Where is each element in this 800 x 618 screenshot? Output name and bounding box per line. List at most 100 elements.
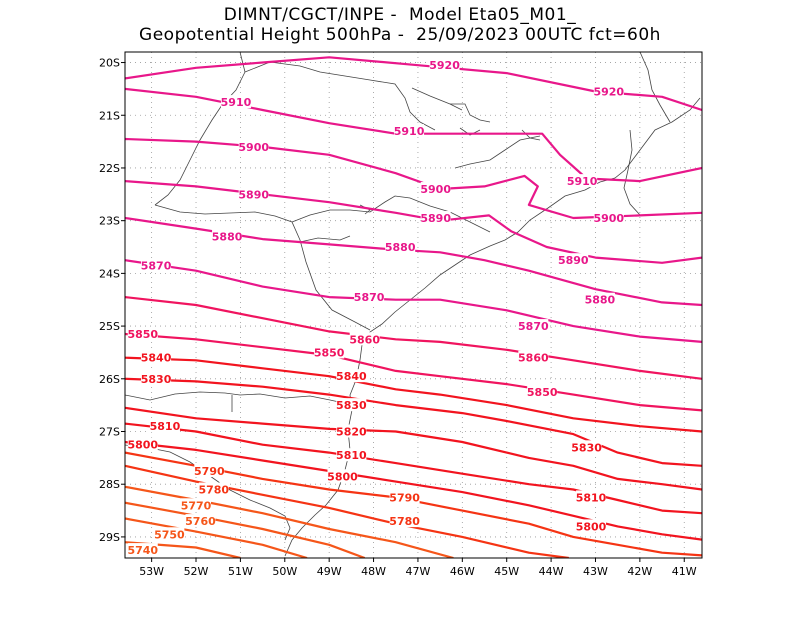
contour-label-text: 5740 [127, 544, 158, 557]
contour-line-5830 [125, 377, 702, 467]
contour-label-text: 5890 [238, 188, 269, 201]
contour-label-backdrop [154, 527, 185, 541]
contour-label-text: 5800 [327, 470, 358, 483]
contour-label-backdrop [336, 369, 367, 383]
lat-tick-label: 27S [99, 426, 120, 439]
contour-line-5840 [125, 356, 702, 433]
contour-label-text: 5890 [420, 212, 451, 225]
contour-label-backdrop [429, 58, 460, 72]
contour-label-backdrop [584, 292, 615, 306]
contour-label-text: 5850 [127, 328, 158, 341]
contour-label-5850: 5850 [527, 384, 558, 399]
contour-label-5900: 5900 [420, 182, 451, 196]
contour-label-text: 5910 [221, 96, 252, 109]
lon-tick-label: 49W [317, 565, 342, 578]
contour-label-backdrop [198, 482, 229, 496]
contour-label-text: 5900 [420, 183, 451, 196]
contour-label-backdrop [420, 182, 451, 196]
contour-label-5790: 5790 [194, 464, 225, 478]
coastline-and-borders [125, 52, 701, 557]
contour-label-text: 5870 [141, 259, 172, 272]
contour-label-text: 5830 [141, 373, 172, 386]
contour-line-5750 [125, 517, 308, 558]
lon-tick-label: 44W [539, 565, 564, 578]
lat-tick-label: 20S [99, 57, 120, 70]
contour-label-backdrop [593, 84, 624, 98]
lon-tick-label: 41W [672, 565, 697, 578]
contour-label-text: 5780 [389, 515, 420, 528]
contour-label-5880: 5880 [584, 292, 616, 307]
contour-label-text: 5820 [336, 426, 367, 439]
contour-label-text: 5810 [150, 420, 181, 433]
lat-tick-label: 22S [99, 162, 120, 175]
contour-label-backdrop [220, 95, 251, 109]
contour-label-text: 5830 [336, 399, 367, 412]
contour-label-backdrop [181, 498, 212, 512]
map-title-line-2: Geopotential Height 500hPa - 25/09/2023 … [139, 25, 661, 45]
contour-line-5860 [125, 296, 702, 380]
contour-label-backdrop [336, 424, 367, 438]
contour-label-5770: 5770 [181, 498, 212, 512]
contour-label-5830: 5830 [571, 440, 602, 454]
contour-label-5830: 5830 [336, 398, 367, 412]
contour-label-backdrop [238, 187, 269, 201]
contour-label-text: 5870 [518, 320, 549, 333]
contour-label-5760: 5760 [185, 514, 216, 528]
lat-tick-label: 26S [99, 373, 120, 386]
contour-label-5880: 5880 [385, 240, 416, 254]
contour-labels: 5920 5920 5910 5910 5910 5900 5900 5900 5890 5890… [127, 58, 624, 557]
contour-label-5900: 5900 [238, 139, 269, 154]
contour-label-text: 5880 [212, 230, 243, 243]
lat-tick-label: 24S [99, 267, 120, 280]
contour-label-backdrop [558, 253, 589, 267]
contour-label-backdrop [314, 345, 345, 359]
contour-label-backdrop [327, 469, 358, 483]
contour-label-backdrop [593, 211, 624, 225]
contour-label-text: 5850 [314, 346, 345, 359]
lat-tick-label: 21S [99, 109, 120, 122]
contour-label-backdrop [238, 139, 269, 153]
contour-label-5890: 5890 [420, 211, 451, 225]
contour-line-5800 [125, 440, 702, 541]
contour-label-backdrop [336, 448, 367, 462]
contour-label-text: 5790 [194, 465, 225, 478]
lat-tick-label: 29S [99, 531, 120, 544]
contour-label-backdrop [389, 514, 420, 528]
lon-tick-label: 52W [184, 565, 209, 578]
contour-label-text: 5800 [576, 520, 607, 533]
contour-label-text: 5830 [571, 441, 602, 454]
contour-label-5900: 5900 [593, 211, 624, 225]
contour-label-text: 5900 [593, 212, 624, 225]
map-frame [124, 51, 703, 559]
contour-label-text: 5920 [593, 86, 624, 99]
contour-label-text: 5890 [558, 254, 589, 267]
contour-label-text: 5870 [354, 291, 385, 304]
lon-tick-label: 50W [272, 565, 297, 578]
contour-label-5860: 5860 [349, 332, 380, 346]
contour-label-backdrop [576, 490, 607, 504]
contour-label-backdrop [394, 124, 425, 138]
contour-label-backdrop [141, 371, 172, 385]
contour-label-5800: 5800 [576, 519, 607, 533]
contour-label-text: 5780 [198, 483, 229, 496]
contour-label-text: 5910 [394, 125, 425, 138]
contour-line-5850 [125, 332, 702, 412]
lon-tick-label: 47W [406, 565, 431, 578]
contour-label-5830: 5830 [141, 371, 172, 386]
contour-label-5840: 5840 [336, 369, 367, 383]
contour-label-backdrop [518, 319, 549, 333]
contour-line-5900 [125, 137, 702, 220]
contour-label-5870: 5870 [141, 258, 172, 272]
contour-line-5920 [125, 56, 702, 112]
lon-tick-label: 45W [494, 565, 519, 578]
contour-label-5920: 5920 [593, 84, 624, 99]
contour-label-text: 5770 [181, 499, 212, 512]
contour-label-5860: 5860 [518, 350, 549, 365]
contour-label-5800: 5800 [327, 469, 358, 483]
contour-label-text: 5760 [185, 515, 216, 528]
contour-label-backdrop [385, 240, 416, 254]
contour-label-text: 5750 [154, 528, 185, 541]
contour-label-5920: 5920 [429, 58, 460, 72]
contour-label-5820: 5820 [336, 424, 367, 439]
